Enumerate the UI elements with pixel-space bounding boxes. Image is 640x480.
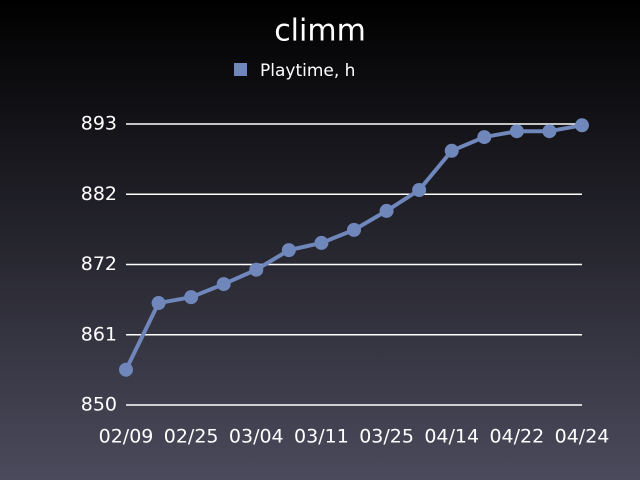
data-point [249,262,264,277]
legend-label: Playtime, h [260,61,355,81]
y-tick-label: 882 [81,183,117,205]
x-tick-label: 03/11 [294,426,349,448]
y-tick-label: 850 [81,394,117,416]
data-point [314,235,329,250]
x-tick-label: 03/25 [359,426,414,448]
y-tick-label: 893 [81,113,117,135]
x-tick-label: 02/09 [99,426,154,448]
legend-swatch [234,63,247,76]
data-point [412,183,427,198]
x-tick-label: 04/22 [489,426,544,448]
data-point [542,124,557,139]
x-tick-label: 04/24 [555,426,610,448]
chart-title: climm [274,14,366,49]
data-point [151,296,166,311]
y-tick-label: 872 [81,253,117,275]
x-tick-label: 02/25 [164,426,219,448]
data-point [119,362,133,377]
data-point [444,143,459,158]
data-point [347,222,361,237]
data-point [379,203,394,218]
data-point [477,130,492,145]
data-point [575,118,589,133]
x-tick-label: 04/14 [424,426,479,448]
data-point [184,290,199,305]
data-point [216,277,231,292]
x-tick-label: 03/04 [229,426,284,448]
data-point [509,124,524,139]
y-tick-label: 861 [81,323,117,345]
data-point [281,243,296,258]
